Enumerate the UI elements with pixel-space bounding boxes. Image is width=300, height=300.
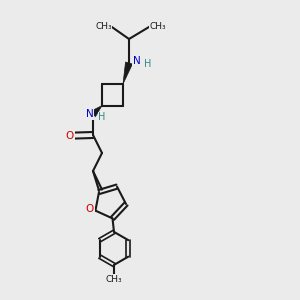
Text: N: N <box>133 56 140 67</box>
Text: O: O <box>66 130 74 141</box>
Polygon shape <box>91 106 102 117</box>
Polygon shape <box>123 62 133 84</box>
Text: N: N <box>86 109 94 119</box>
Text: CH₃: CH₃ <box>106 275 122 284</box>
Text: H: H <box>144 59 151 69</box>
Text: O: O <box>86 204 94 214</box>
Text: H: H <box>98 112 106 122</box>
Text: CH₃: CH₃ <box>95 22 112 31</box>
Text: CH₃: CH₃ <box>149 22 166 31</box>
